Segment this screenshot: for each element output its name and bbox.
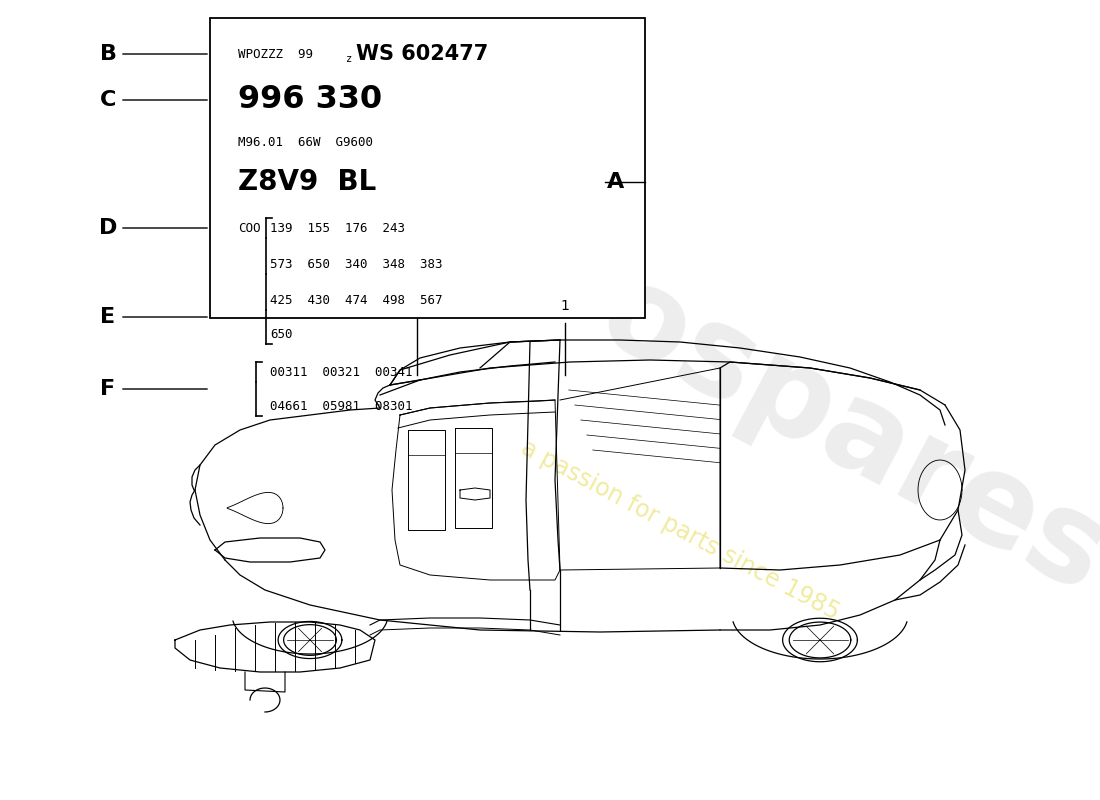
Text: 00311  00321  00341: 00311 00321 00341 [270,366,412,378]
Text: a passion for parts since 1985: a passion for parts since 1985 [517,435,844,625]
Text: COO: COO [238,222,261,234]
Text: 573  650  340  348  383: 573 650 340 348 383 [270,258,442,270]
Text: F: F [100,379,116,399]
Text: E: E [100,307,116,327]
Text: 1: 1 [561,299,570,313]
Text: 650: 650 [270,327,293,341]
Text: WPOZZZ  99: WPOZZZ 99 [238,47,314,61]
Text: 139  155  176  243: 139 155 176 243 [270,222,405,234]
Text: B: B [99,44,117,64]
Text: C: C [100,90,117,110]
Text: 04661  05981  08301: 04661 05981 08301 [270,399,412,413]
Bar [210,18,645,318]
Text: WS 602477: WS 602477 [356,44,488,64]
Text: z: z [346,54,352,64]
Text: 996 330: 996 330 [238,85,382,115]
Text: 425  430  474  498  567: 425 430 474 498 567 [270,294,442,306]
Text: D: D [99,218,118,238]
Text: Z8V9  BL: Z8V9 BL [238,168,376,196]
Text: M96.01  66W  G9600: M96.01 66W G9600 [238,135,373,149]
Text: eurospares: eurospares [373,141,1100,619]
Text: A: A [607,172,625,192]
